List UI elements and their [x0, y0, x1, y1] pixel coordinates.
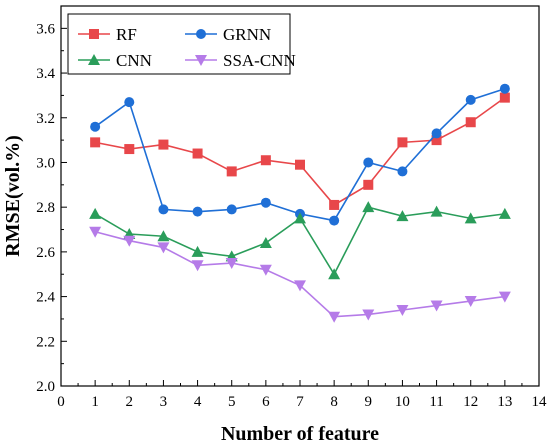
legend-marker-cnn: [88, 54, 100, 65]
data-point-grnn: [226, 204, 237, 215]
data-point-grnn: [499, 83, 510, 94]
data-point-cnn: [498, 207, 511, 219]
legend-marker-grnn: [196, 29, 206, 39]
y-tick-label: 2.6: [36, 245, 55, 261]
x-tick-label: 4: [194, 394, 202, 410]
series-ssa-cnn: [89, 226, 511, 323]
y-tick-label: 3.2: [36, 111, 55, 127]
data-point-ssa-cnn: [430, 300, 443, 312]
data-point-rf: [363, 179, 374, 190]
data-point-ssa-cnn: [362, 309, 375, 321]
y-tick-label: 3.6: [36, 21, 55, 37]
data-point-ssa-cnn: [328, 311, 341, 323]
legend-label-cnn: CNN: [116, 51, 152, 70]
data-point-ssa-cnn: [225, 258, 238, 270]
data-point-rf: [192, 148, 203, 159]
x-tick-label: 9: [365, 394, 373, 410]
data-point-ssa-cnn: [294, 280, 306, 292]
x-tick-label: 13: [497, 394, 512, 410]
data-point-grnn: [158, 204, 169, 215]
data-point-rf: [90, 137, 101, 148]
x-tick-label: 11: [429, 394, 443, 410]
data-point-grnn: [124, 97, 135, 108]
data-point-rf: [260, 155, 271, 166]
x-tick-label: 2: [126, 394, 134, 410]
series-line-ssa-cnn: [94, 230, 505, 318]
y-axis: 2.0 2.2 2.4 2.6 2.8 3.0 3.2 3.4 3.6: [36, 21, 67, 395]
x-tick-label: 1: [91, 394, 99, 410]
y-axis-title: RMSE(vol.%): [2, 135, 24, 257]
data-point-grnn: [465, 94, 476, 105]
legend-box: [67, 13, 291, 75]
series-line-grnn: [94, 87, 506, 222]
data-point-ssa-cnn: [259, 264, 272, 276]
series-rf: [90, 92, 510, 210]
legend-label-grnn: GRNN: [223, 25, 271, 44]
data-point-rf: [499, 92, 510, 103]
data-point-grnn: [363, 157, 374, 168]
data-point-ssa-cnn: [123, 235, 136, 247]
x-axis: 0 1 2 3 4 5 6 7 8 9 10 11 12 13 14: [57, 380, 547, 410]
legend-marker-rf: [89, 29, 99, 39]
x-tick-label: 0: [57, 394, 65, 410]
data-point-cnn: [328, 268, 341, 280]
data-point-rf: [295, 159, 305, 170]
data-point-rf: [329, 199, 340, 210]
x-tick-label: 3: [160, 394, 168, 410]
data-point-cnn: [294, 212, 306, 224]
data-point-grnn: [260, 197, 271, 208]
series-grnn: [90, 83, 510, 226]
data-point-grnn: [90, 121, 101, 132]
y-tick-label: 3.0: [36, 155, 55, 171]
data-point-ssa-cnn: [191, 260, 204, 272]
series-layer: [89, 83, 511, 323]
data-point-ssa-cnn: [396, 305, 409, 316]
data-point-grnn: [431, 128, 442, 139]
x-tick-label: 5: [228, 394, 236, 410]
data-point-cnn: [464, 212, 477, 224]
data-point-ssa-cnn: [498, 291, 511, 303]
data-point-cnn: [157, 230, 170, 242]
y-tick-label: 2.4: [36, 290, 55, 306]
y-tick-label: 3.4: [36, 66, 55, 82]
data-point-rf: [226, 166, 237, 177]
data-point-ssa-cnn: [157, 242, 170, 254]
data-point-cnn: [430, 205, 443, 217]
data-point-grnn: [329, 215, 340, 226]
series-cnn: [89, 201, 511, 280]
x-tick-label: 12: [463, 394, 478, 410]
y-tick-label: 2.2: [36, 334, 55, 350]
y-tick-label: 2.8: [36, 200, 55, 216]
data-point-rf: [431, 135, 442, 146]
legend-marker-ssa-cnn: [195, 55, 207, 66]
data-point-ssa-cnn: [89, 226, 102, 238]
data-point-rf: [124, 144, 135, 155]
legend: RF GRNN CNN SSA-CNN: [67, 13, 296, 75]
data-point-rf: [158, 139, 169, 150]
data-point-cnn: [89, 207, 102, 219]
x-axis-title: Number of feature: [221, 423, 379, 445]
data-point-grnn: [192, 206, 203, 217]
data-point-rf: [465, 117, 476, 128]
legend-label-ssa-cnn: SSA-CNN: [223, 51, 296, 70]
x-tick-label: 10: [395, 394, 410, 410]
data-point-cnn: [191, 245, 204, 257]
y-tick-label: 2.0: [36, 379, 55, 395]
data-point-cnn: [396, 210, 409, 222]
x-tick-label: 8: [330, 394, 338, 410]
legend-label-rf: RF: [116, 25, 137, 44]
data-point-cnn: [362, 201, 375, 213]
data-point-cnn: [259, 236, 272, 248]
data-point-grnn: [397, 166, 408, 177]
data-point-rf: [397, 137, 408, 148]
x-tick-label: 6: [262, 394, 270, 410]
x-tick-label: 7: [296, 394, 304, 410]
data-point-ssa-cnn: [464, 296, 477, 308]
x-tick-label: 14: [532, 394, 548, 410]
